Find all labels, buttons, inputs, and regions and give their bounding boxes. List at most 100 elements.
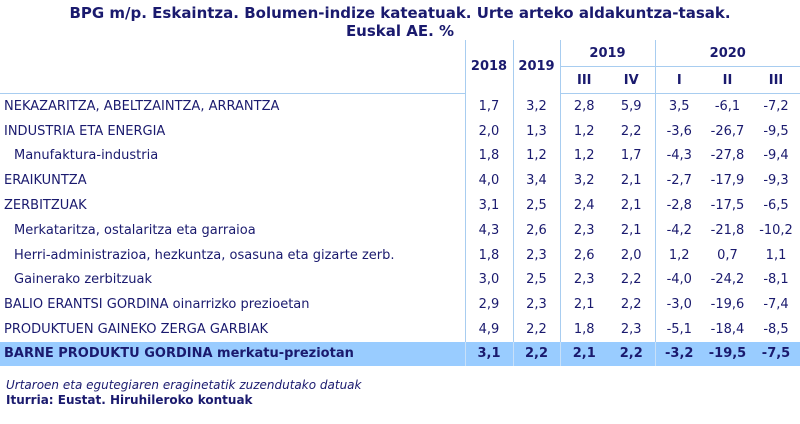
col-2018: 2018 bbox=[464, 40, 513, 94]
table-row: Merkataritza, ostalaritza eta garraioa 4,… bbox=[0, 217, 800, 243]
table-row: BALIO ERANTSI GORDINA oinarrizko prezioe… bbox=[0, 292, 800, 318]
cell-value: 2,2 bbox=[512, 317, 560, 342]
cell-value: 2,2 bbox=[620, 272, 642, 288]
cell-value: -8,1 bbox=[763, 272, 789, 288]
cell-value: 1,2 bbox=[559, 118, 608, 144]
cell-value: -21,8 bbox=[710, 222, 745, 238]
cell-value: 1,2 bbox=[512, 143, 560, 169]
row-label: PRODUKTUEN GAINEKO ZERGA GARBIAK bbox=[4, 322, 269, 338]
cell-value: 2,3 bbox=[512, 242, 560, 268]
cell-value: -9,5 bbox=[763, 123, 789, 139]
cell-value: -18,4 bbox=[710, 322, 745, 338]
row-label: Gainerako zerbitzuak bbox=[14, 272, 153, 288]
cell-value: -9,3 bbox=[763, 173, 789, 189]
cell-value: 2,6 bbox=[512, 217, 560, 243]
table-row: ZERBITZUAK 3,1 2,5 2,4 2,1 -2,8 -17,5 -6,5 bbox=[0, 193, 800, 218]
cell-value: 2,9 bbox=[464, 292, 513, 318]
cell-value: -2,8 bbox=[654, 193, 703, 218]
cell-value: -4,3 bbox=[654, 143, 703, 169]
cell-value: 2,3 bbox=[512, 292, 560, 318]
cell-value: 5,9 bbox=[620, 98, 642, 114]
total-value: -7,5 bbox=[752, 341, 800, 366]
table-subtitle: Euskal AE. % bbox=[345, 22, 455, 40]
cell-value: 2,1 bbox=[620, 222, 642, 238]
cell-value: 2,3 bbox=[620, 322, 642, 338]
cell-value: 2,1 bbox=[559, 292, 608, 318]
cell-value: -3,0 bbox=[654, 292, 703, 318]
cell-value: 2,4 bbox=[559, 193, 608, 218]
total-value: 2,2 bbox=[608, 341, 655, 366]
total-value: -19,5 bbox=[703, 341, 752, 366]
cell-value: 2,3 bbox=[559, 217, 608, 243]
table-title: BPG m/p. Eskaintza. Bolumen-indize katea… bbox=[69, 4, 731, 22]
cell-value: 1,3 bbox=[512, 118, 560, 144]
row-label: NEKAZARITZA, ABELTZAINTZA, ARRANTZA bbox=[4, 98, 280, 114]
cell-value: -27,8 bbox=[710, 148, 745, 164]
table-row: Gainerako zerbitzuak 3,0 2,5 2,3 2,2 -4,0 -24,… bbox=[0, 267, 800, 293]
cell-value: -8,5 bbox=[763, 322, 789, 338]
cell-value: 0,7 bbox=[717, 247, 738, 263]
cell-value: 1,1 bbox=[765, 247, 787, 263]
cell-value: 2,6 bbox=[559, 242, 608, 268]
row-label: Manufaktura-industria bbox=[14, 148, 159, 164]
total-value: 2,2 bbox=[512, 341, 560, 366]
cell-value: 1,8 bbox=[559, 317, 608, 342]
row-label: Merkataritza, ostalaritza eta garraioa bbox=[14, 222, 256, 238]
cell-value: 2,0 bbox=[464, 118, 513, 144]
table-row: NEKAZARITZA, ABELTZAINTZA, ARRANTZA 1,7 3,… bbox=[0, 93, 800, 119]
table-row: PRODUKTUEN GAINEKO ZERGA GARBIAK 4,9 2,2 1,… bbox=[0, 317, 800, 342]
cell-value: 3,2 bbox=[559, 168, 608, 194]
total-label-rest: merkatu-preziotan bbox=[212, 346, 354, 362]
cell-value: -6,5 bbox=[763, 198, 789, 214]
cell-value: 3,5 bbox=[654, 93, 703, 119]
cell-value: 2,8 bbox=[559, 93, 608, 119]
group-2019: 2019 bbox=[559, 40, 655, 67]
col-2020-i: I bbox=[654, 66, 703, 94]
cell-value: 2,2 bbox=[620, 123, 642, 139]
cell-value: -2,7 bbox=[654, 168, 703, 194]
cell-value: 1,8 bbox=[464, 242, 513, 268]
cell-value: -5,1 bbox=[654, 317, 703, 342]
table-row: INDUSTRIA ETA ENERGIA 2,0 1,3 1,2 2,2 -3,6 -26… bbox=[0, 118, 800, 144]
source: Iturria: Eustat. Hiruhileroko kontuak bbox=[6, 393, 253, 407]
cell-value: 3,4 bbox=[512, 168, 560, 194]
cell-value: -10,2 bbox=[759, 222, 793, 238]
cell-value: -17,5 bbox=[710, 198, 745, 214]
total-value: 2,1 bbox=[559, 341, 608, 366]
row-label: INDUSTRIA ETA ENERGIA bbox=[4, 123, 166, 139]
cell-value: -3,6 bbox=[654, 118, 703, 144]
cell-value: 2,1 bbox=[620, 198, 642, 214]
cell-value: 2,5 bbox=[512, 193, 560, 218]
group-2020: 2020 bbox=[654, 40, 800, 67]
cell-value: 2,3 bbox=[559, 267, 608, 293]
cell-value: 4,3 bbox=[464, 217, 513, 243]
cell-value: -9,4 bbox=[763, 148, 789, 164]
footnote: Urtaroen eta egutegiaren eraginetatik zu… bbox=[6, 378, 362, 392]
table-row: ERAIKUNTZA 4,0 3,4 3,2 2,1 -2,7 -17,9 -9,3 bbox=[0, 168, 800, 194]
cell-value: 3,1 bbox=[464, 193, 513, 218]
cell-value: -6,1 bbox=[714, 98, 741, 114]
cell-value: -17,9 bbox=[710, 173, 745, 189]
row-label: BALIO ERANTSI GORDINA oinarrizko prezioe… bbox=[4, 297, 310, 313]
cell-value: 3,2 bbox=[512, 93, 560, 119]
total-row: BARNE PRODUKTU GORDINA merkatu-preziotan… bbox=[0, 341, 800, 366]
cell-value: -4,0 bbox=[654, 267, 703, 293]
cell-value: 1,2 bbox=[559, 143, 608, 169]
cell-value: 1,8 bbox=[464, 143, 513, 169]
row-label: Herri-administrazioa, hezkuntza, osasuna… bbox=[14, 247, 395, 263]
table-row: Manufaktura-industria 1,8 1,2 1,2 1,7 -4,3 -27… bbox=[0, 143, 800, 169]
cell-value: 2,2 bbox=[620, 297, 642, 313]
cell-value: 2,1 bbox=[620, 173, 642, 189]
col-2020-ii: II bbox=[703, 66, 752, 94]
cell-value: 3,0 bbox=[464, 267, 513, 293]
col-2019-iv: IV bbox=[608, 66, 655, 94]
total-label-bold: BARNE PRODUKTU GORDINA bbox=[4, 346, 213, 362]
total-label: BARNE PRODUKTU GORDINA merkatu-preziotan bbox=[0, 341, 465, 366]
row-label: ERAIKUNTZA bbox=[4, 173, 87, 189]
cell-value: -7,4 bbox=[763, 297, 789, 313]
cell-value: 1,7 bbox=[464, 93, 513, 119]
cell-value: 4,0 bbox=[464, 168, 513, 194]
total-value: -3,2 bbox=[654, 341, 703, 366]
col-2019-iii: III bbox=[559, 66, 608, 94]
cell-value: 1,7 bbox=[620, 148, 642, 164]
